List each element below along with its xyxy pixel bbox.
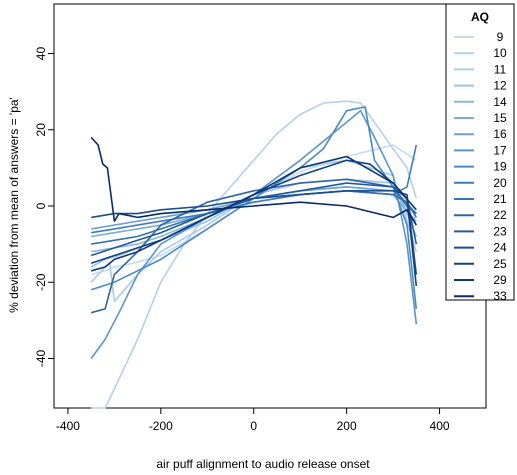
y-tick-label: -40 — [34, 349, 48, 367]
legend-box — [445, 3, 515, 301]
legend-label-14: 14 — [493, 95, 507, 109]
legend-label-33: 33 — [493, 289, 507, 303]
x-tick-label: -200 — [149, 419, 173, 433]
series-line-19 — [90, 106, 418, 309]
series-line-17 — [90, 109, 418, 359]
plot-border — [53, 3, 487, 409]
series-line-14 — [91, 186, 418, 253]
series-line-10 — [91, 100, 418, 409]
y-tick-label: 0 — [34, 202, 48, 209]
legend-label-23: 23 — [493, 224, 507, 238]
series-lines — [90, 100, 418, 409]
legend-label-15: 15 — [493, 111, 507, 125]
legend-label-10: 10 — [493, 46, 507, 60]
legend-label-16: 16 — [493, 127, 507, 141]
x-tick-label: 0 — [250, 419, 257, 433]
legend-label-19: 19 — [493, 160, 507, 174]
legend-label-17: 17 — [493, 143, 507, 157]
legend-label-22: 22 — [493, 208, 507, 222]
plot-frame — [53, 3, 487, 409]
x-tick-label: 400 — [430, 419, 450, 433]
y-tick-label: 40 — [34, 47, 48, 61]
y-tick-label: -20 — [34, 273, 48, 291]
legend-label-25: 25 — [493, 257, 507, 271]
series-line-24 — [91, 190, 418, 275]
series-line-25 — [90, 159, 418, 287]
y-tick-label: 20 — [34, 123, 48, 137]
x-axis-title: air puff alignment to audio release onse… — [156, 457, 370, 471]
x-tick-label: -400 — [56, 419, 80, 433]
x-tick-label: 200 — [337, 419, 357, 433]
legend-title: AQ — [471, 10, 489, 24]
legend-label-21: 21 — [493, 192, 507, 206]
legend-label-11: 11 — [494, 62, 507, 76]
legend-label-12: 12 — [493, 79, 507, 93]
y-axis-title: % deviation from mean of answers = 'pa' — [7, 97, 21, 313]
series-line-33 — [90, 136, 417, 226]
legend-label-9: 9 — [497, 30, 504, 44]
y-axis: -40 -20 0 20 40 — [34, 47, 54, 367]
legend: AQ 9 10 11 12 14 15 16 17 19 20 21 22 23 24 25 29 33 — [445, 3, 515, 303]
series-line-29 — [90, 155, 417, 272]
legend-items: 9 10 11 12 14 15 16 17 19 20 21 22 23 24 25 29 33 — [454, 30, 507, 303]
legend-label-20: 20 — [493, 176, 507, 190]
legend-label-29: 29 — [493, 273, 507, 287]
x-axis: -400 -200 0 200 400 — [56, 408, 450, 433]
legend-label-24: 24 — [493, 241, 507, 255]
